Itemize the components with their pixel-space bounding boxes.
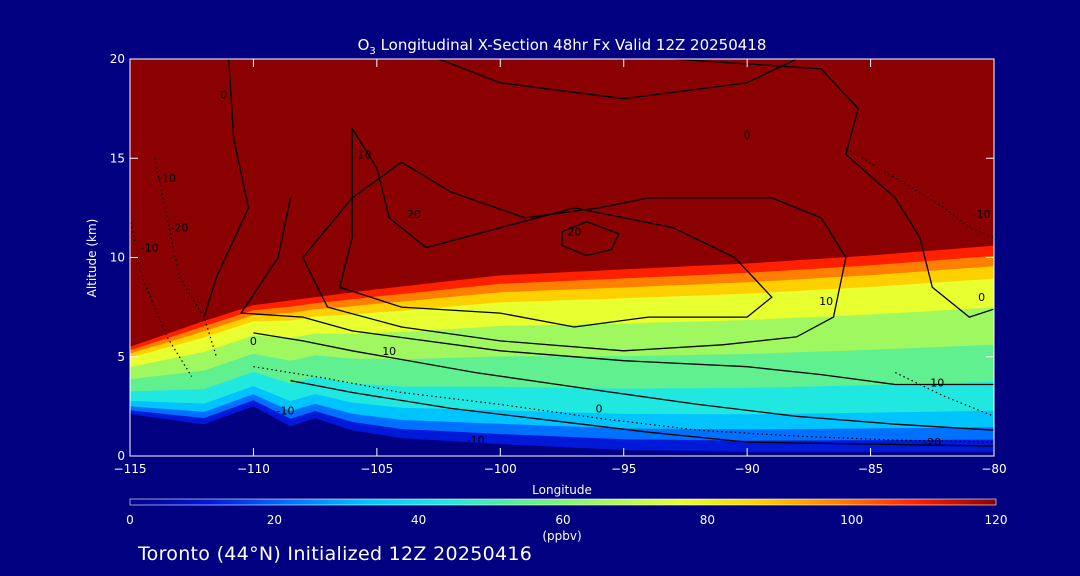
y-tick-label: 5 (117, 350, 125, 364)
contour-line-dotted (253, 366, 994, 443)
contour-label: 0 (596, 402, 603, 415)
chart-title: O3 Longitudinal X-Section 48hr Fx Valid … (358, 36, 767, 57)
contour-label: -20 (923, 436, 941, 449)
ozone-field (130, 59, 994, 456)
terrain (130, 406, 994, 456)
contour-line-dotted (154, 158, 217, 357)
x-tick-label: −80 (981, 462, 1006, 476)
x-tick-label: −95 (611, 462, 636, 476)
colorbar-ticks: 0 20 40 60 80 100 120 (126, 513, 1007, 527)
contour-line (253, 332, 994, 431)
colorbar-tick-label: 60 (555, 513, 570, 527)
y-tick-label: 10 (110, 251, 125, 265)
colorbar-tick-label: 40 (411, 513, 426, 527)
contour-label: 0 (220, 89, 227, 102)
x-axis-label: Longitude (532, 483, 592, 497)
y-tick-label: 20 (110, 52, 125, 66)
contour-label: -10 (158, 172, 176, 185)
contour-label: 10 (382, 345, 396, 358)
contour-label: 10 (358, 148, 372, 161)
contour-line (302, 161, 847, 352)
colorbar-tick-label: 0 (126, 513, 134, 527)
contour-line-dotted (130, 217, 193, 377)
x-tick-label: −100 (484, 462, 517, 476)
contour-line-dotted (895, 372, 994, 417)
contour-label: -10 (141, 242, 159, 255)
y-axis-label: Altitude (km) (85, 219, 99, 298)
contour-line (203, 59, 250, 318)
contour-line (339, 128, 773, 328)
colorbar-tick-label: 20 (267, 513, 282, 527)
x-tick-label: −85 (858, 462, 883, 476)
contour-line (438, 59, 797, 100)
contour-label: -10 (973, 208, 991, 221)
title-subscript: 3 (369, 46, 375, 57)
contour-label: 20 (407, 208, 421, 221)
contour-label: -10 (277, 404, 295, 417)
footer-caption: Toronto (44°N) Initialized 12Z 20250416 (138, 543, 533, 565)
x-tick-label: −115 (114, 462, 147, 476)
contour-line (290, 379, 994, 447)
colorbar (129, 498, 997, 506)
colorbar-tick-label: 100 (840, 513, 863, 527)
title-rest: Longitudinal X-Section 48hr Fx Valid 12Z… (376, 36, 767, 54)
x-axis-ticks: −115 −110 −105 −100 −95 −90 −85 −80 (114, 59, 1007, 476)
contour-line (239, 197, 994, 386)
x-tick-label: −105 (360, 462, 393, 476)
colorbar-label: (ppbv) (542, 529, 581, 543)
colorbar-tick-label: 80 (700, 513, 715, 527)
contour-line (673, 59, 994, 318)
x-tick-label: −90 (734, 462, 759, 476)
contour-label: 20 (567, 226, 581, 239)
contour-label: 0 (250, 335, 257, 348)
contour-line (561, 221, 620, 257)
contour-label: 0 (978, 291, 985, 304)
contour-label: 10 (819, 295, 833, 308)
colorbar-tick-label: 120 (985, 513, 1008, 527)
contour-label: -20 (170, 222, 188, 235)
y-tick-label: 0 (117, 449, 125, 463)
contour-label: 10 (930, 377, 944, 390)
x-tick-label: −110 (237, 462, 270, 476)
title-prefix: O (358, 36, 370, 54)
y-tick-label: 15 (110, 151, 125, 165)
y-axis-ticks: 0 5 10 15 20 (110, 52, 994, 463)
contour-label: 0 (744, 128, 751, 141)
